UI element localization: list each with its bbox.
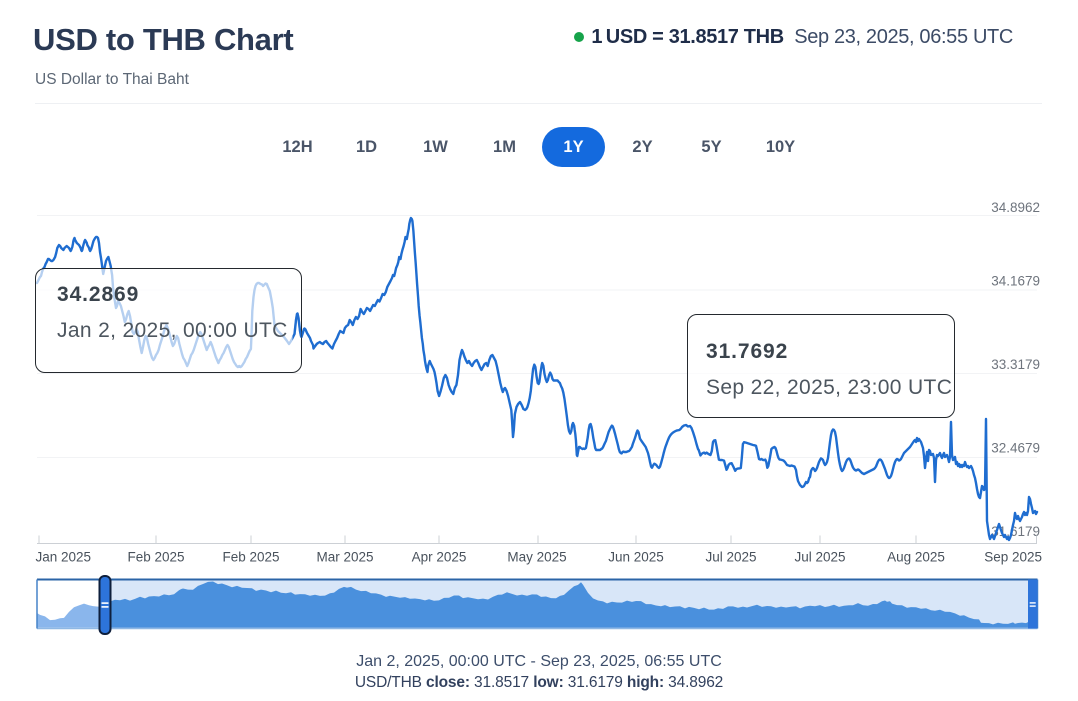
svg-text:Mar 2025: Mar 2025 [316,550,373,565]
svg-text:Feb 2025: Feb 2025 [127,550,184,565]
svg-text:Jun 2025: Jun 2025 [608,550,664,565]
svg-text:May 2025: May 2025 [507,550,566,565]
svg-text:Aug 2025: Aug 2025 [887,550,945,565]
svg-text:Sep 2025: Sep 2025 [984,550,1042,565]
svg-text:33.3179: 33.3179 [991,357,1040,372]
svg-text:Feb 2025: Feb 2025 [222,550,279,565]
svg-text:Apr 2025: Apr 2025 [412,550,467,565]
svg-text:34.8962: 34.8962 [991,200,1040,215]
svg-text:Jul 2025: Jul 2025 [705,550,756,565]
svg-text:Jul 2025: Jul 2025 [794,550,845,565]
svg-text:32.4679: 32.4679 [991,441,1040,456]
svg-text:Jan 2025: Jan 2025 [36,550,92,565]
svg-text:34.1679: 34.1679 [991,274,1040,289]
